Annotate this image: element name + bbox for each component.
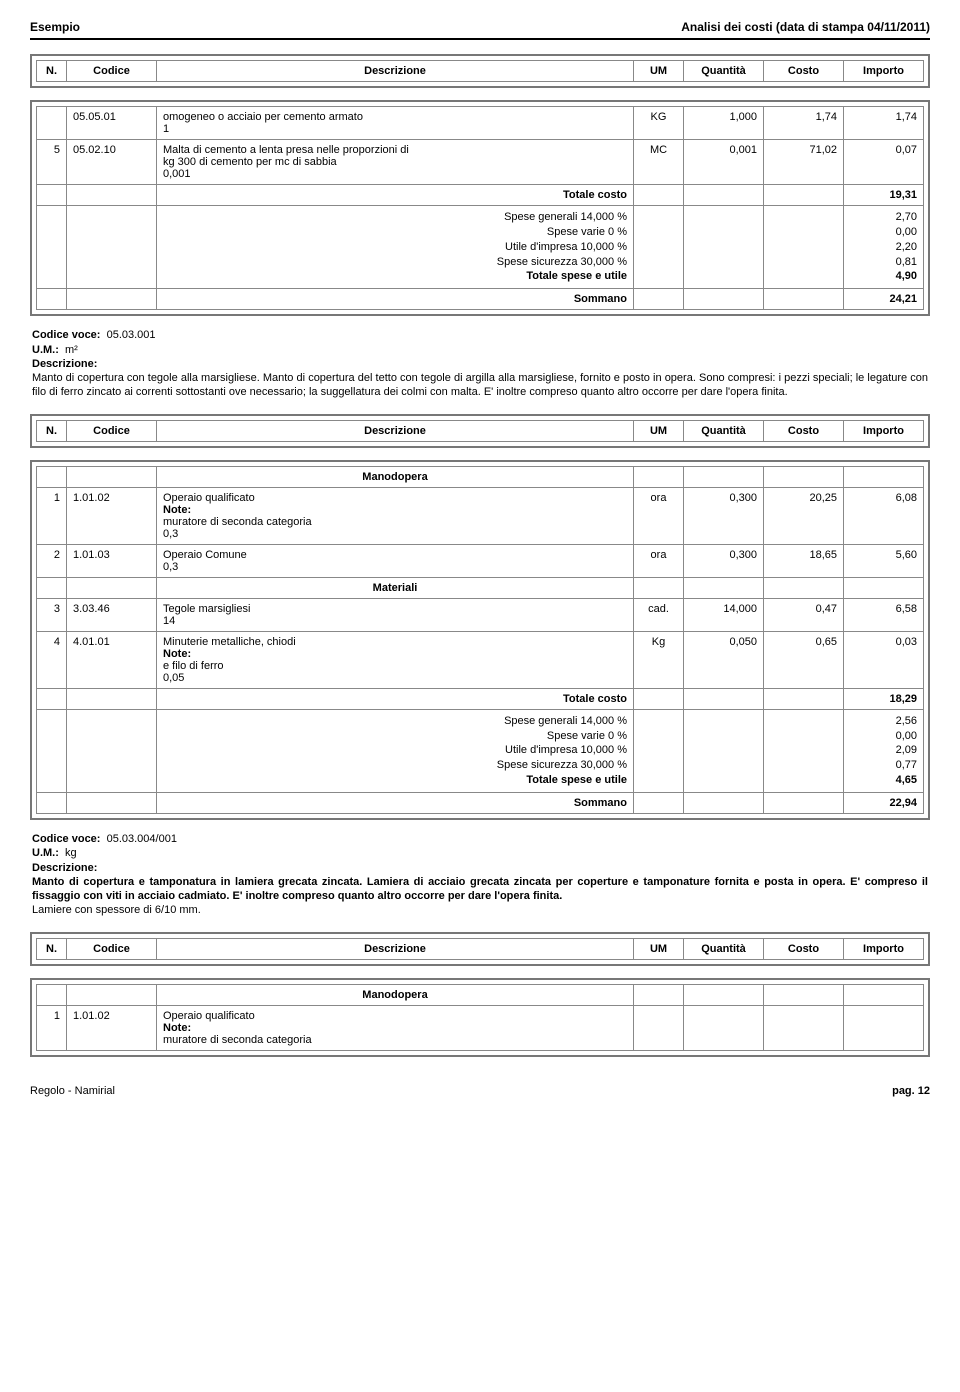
table-row: 3 3.03.46 Tegole marsigliesi 14 cad. 14,… [37,598,924,631]
header-rule [30,38,930,40]
totale-costo-val: 19,31 [844,185,924,206]
footer-left: Regolo - Namirial [30,1085,115,1097]
totale-costo-row: Totale costo 18,29 [37,688,924,709]
spese-labels: Spese generali 14,000 % Spese varie 0 % … [157,206,634,289]
sommano-val: 24,21 [844,289,924,310]
table2-body-box: Manodopera 1 1.01.02 Operaio qualificato… [30,460,930,820]
voce-desc-label: Descrizione: [32,357,928,371]
header-left: Esempio [30,20,80,34]
col-um: UM [634,61,684,82]
col-imp: Importo [844,61,924,82]
spese-row: Spese generali 14,000 % Spese varie 0 % … [37,709,924,792]
section-row: Manodopera [37,466,924,487]
table1-body-box: 05.05.01 omogeneo o acciaio per cemento … [30,100,930,316]
voce-desc-text: Manto di copertura con tegole alla marsi… [32,371,928,400]
voce2-desc-plain: Lamiere con spessore di 6/10 mm. [32,903,928,917]
table3-body-box: Manodopera 1 1.01.02 Operaio qualificato… [30,978,930,1057]
totale-costo-row: Totale costo 19,31 [37,185,924,206]
section-row: Manodopera [37,984,924,1005]
table-row: 5 05.02.10 Malta di cemento a lenta pres… [37,140,924,185]
voce-code-label: Codice voce: [32,329,100,341]
totale-costo-label: Totale costo [157,185,634,206]
table2-header-box: N. Codice Descrizione UM Quantità Costo … [30,414,930,448]
table1-body: 05.05.01 omogeneo o acciaio per cemento … [36,106,924,310]
cell-desc: omogeneo o acciaio per cemento armato 1 [157,107,634,140]
table1-header-box: N. Codice Descrizione UM Quantità Costo … [30,54,930,88]
voce2-block: Codice voce: 05.03.004/001 U.M.: kg Desc… [32,832,928,918]
section-row: Materiali [37,577,924,598]
cell-qty: 1,000 [684,107,764,140]
table3-header-box: N. Codice Descrizione UM Quantità Costo … [30,932,930,966]
voce-um-label: U.M.: [32,344,59,356]
table-row: 1 1.01.02 Operaio qualificato Note: mura… [37,1005,924,1050]
table3-body: Manodopera 1 1.01.02 Operaio qualificato… [36,984,924,1051]
cell-imp: 0,07 [844,140,924,185]
table3-header: N. Codice Descrizione UM Quantità Costo … [36,938,924,960]
table-row: 2 1.01.03 Operaio Comune 0,3 ora 0,300 1… [37,544,924,577]
cell-n: 5 [37,140,67,185]
table1-header: N. Codice Descrizione UM Quantità Costo … [36,60,924,82]
cell-code: 05.05.01 [67,107,157,140]
voce-um-val: m² [65,344,78,356]
cell-cost: 71,02 [764,140,844,185]
cell-qty: 0,001 [684,140,764,185]
materiali-head: Materiali [157,577,634,598]
cell-um: MC [634,140,684,185]
col-code: Codice [67,61,157,82]
voce-code-val: 05.03.001 [107,329,156,341]
col-desc: Descrizione [157,61,634,82]
cell-cost: 1,74 [764,107,844,140]
table-row: 1 1.01.02 Operaio qualificato Note: mura… [37,487,924,544]
page-header: Esempio Analisi dei costi (data di stamp… [30,20,930,34]
cell-code: 05.02.10 [67,140,157,185]
voce1-block: Codice voce: 05.03.001 U.M.: m² Descrizi… [32,328,928,399]
sommano-row: Sommano 24,21 [37,289,924,310]
cell-um: KG [634,107,684,140]
table2-body: Manodopera 1 1.01.02 Operaio qualificato… [36,466,924,814]
col-qty: Quantità [684,61,764,82]
header-right: Analisi dei costi (data di stampa 04/11/… [681,20,930,34]
spese-values: 2,70 0,00 2,20 0,81 4,90 [844,206,924,289]
table-row: 05.05.01 omogeneo o acciaio per cemento … [37,107,924,140]
footer-right: pag. 12 [892,1085,930,1097]
table-row: 4 4.01.01 Minuterie metalliche, chiodi N… [37,631,924,688]
spese-row: Spese generali 14,000 % Spese varie 0 % … [37,206,924,289]
col-n: N. [37,61,67,82]
page-footer: Regolo - Namirial pag. 12 [30,1085,930,1097]
manodopera-head: Manodopera [157,466,634,487]
cell-imp: 1,74 [844,107,924,140]
sommano-row: Sommano 22,94 [37,792,924,813]
sommano-label: Sommano [157,289,634,310]
voce2-desc-bold: Manto di copertura e tamponatura in lami… [32,875,928,904]
table2-header: N. Codice Descrizione UM Quantità Costo … [36,420,924,442]
col-cost: Costo [764,61,844,82]
cell-desc: Malta di cemento a lenta presa nelle pro… [157,140,634,185]
